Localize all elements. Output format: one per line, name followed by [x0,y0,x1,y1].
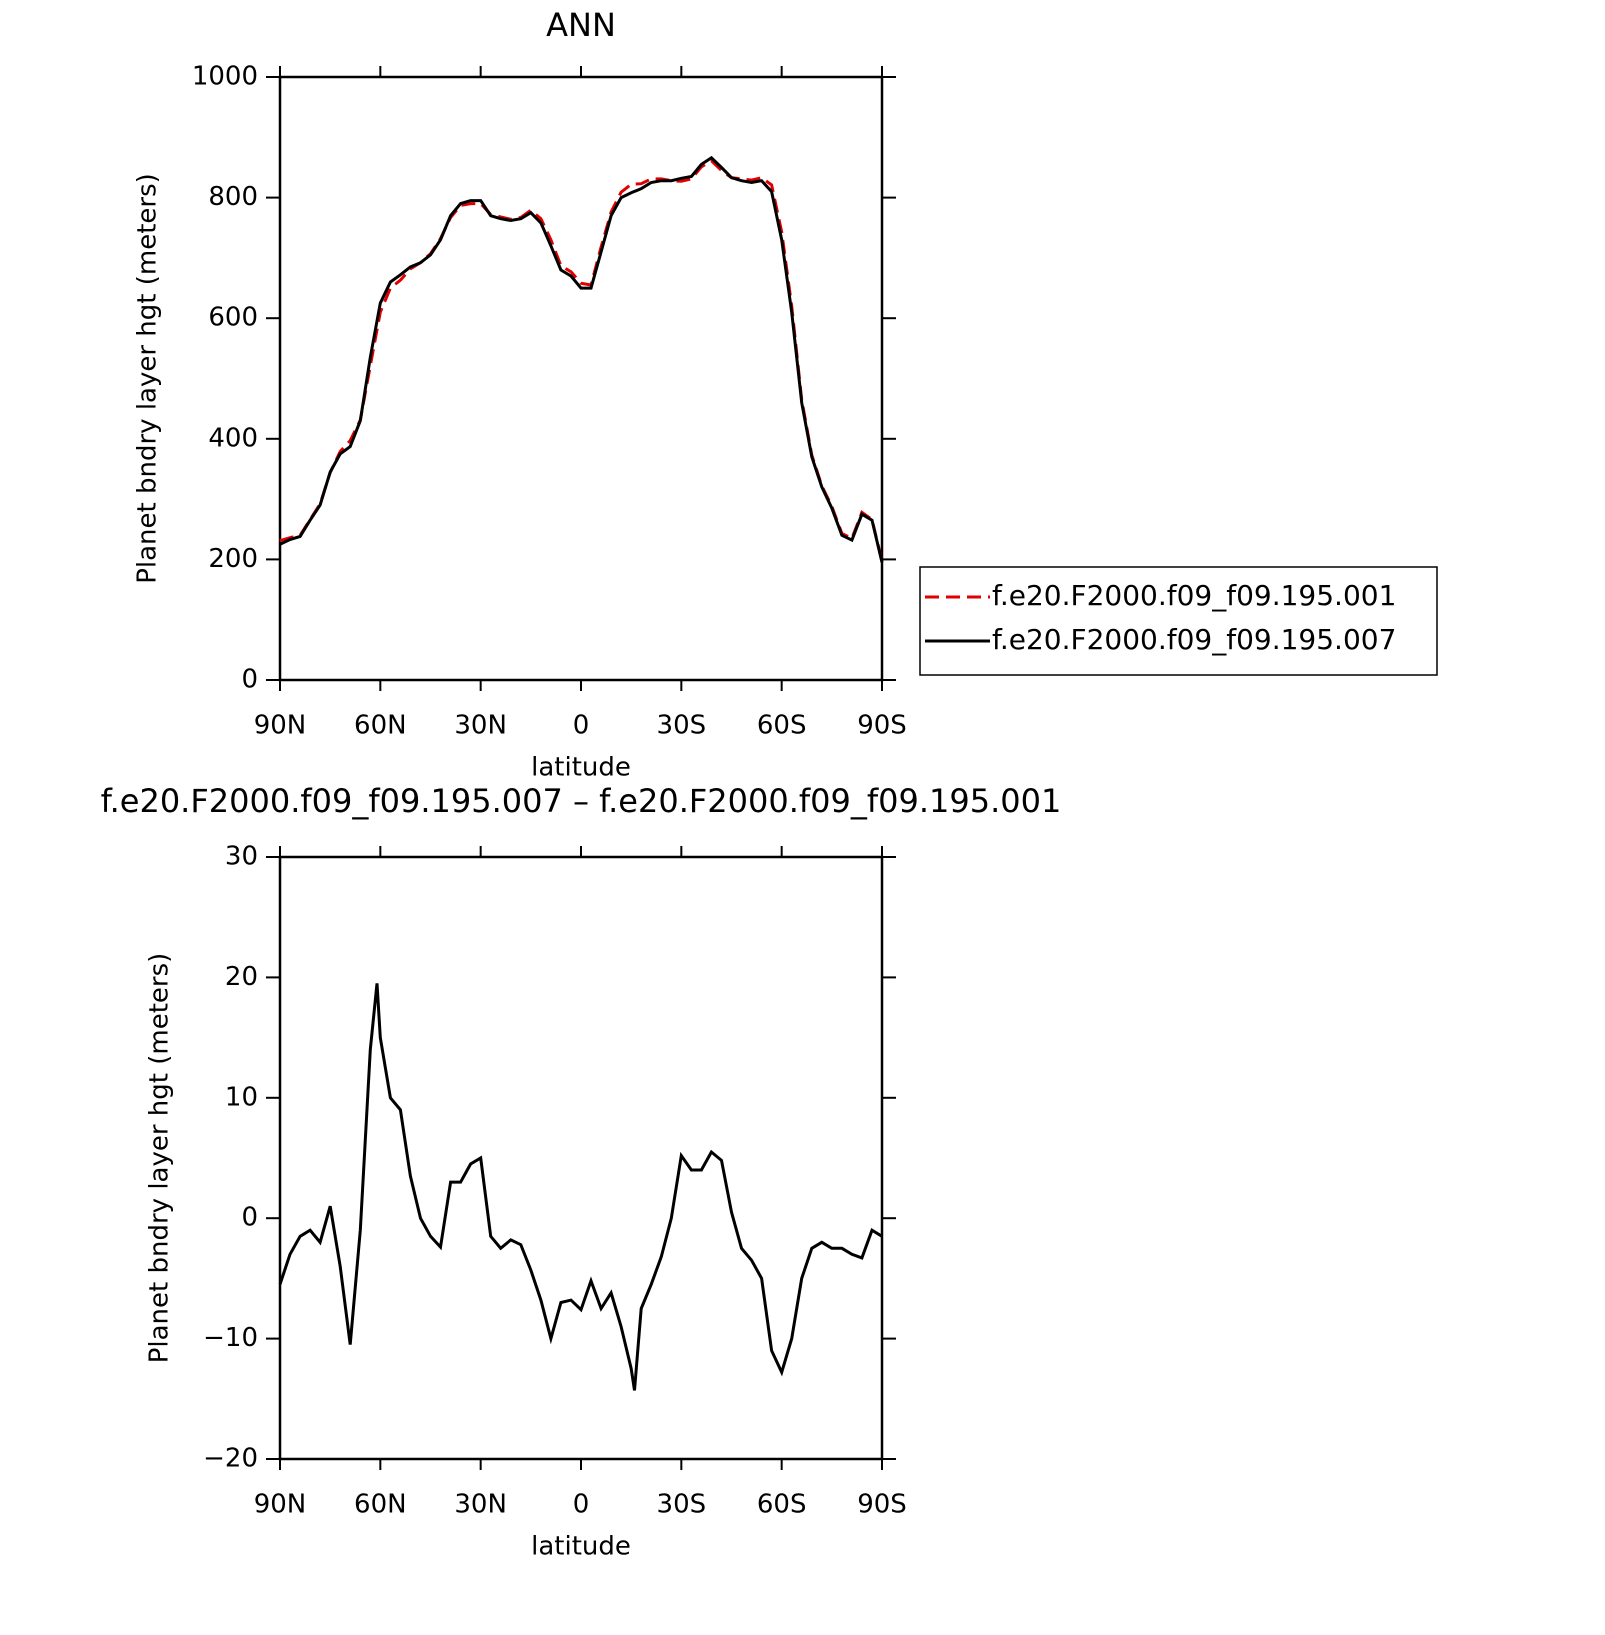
x-tick-label: 30S [657,1490,707,1520]
x-tick-label: 60S [757,711,807,741]
y-axis-label: Planet bndry layer hgt (meters) [145,953,175,1364]
y-tick-label: 20 [225,962,258,992]
x-tick-label: 30N [454,1490,507,1520]
y-tick-label: 400 [208,423,258,453]
y-tick-label: 0 [241,665,258,695]
y-tick-label: 0 [241,1203,258,1233]
x-tick-label: 30S [657,711,707,741]
chart-title: ANN [546,6,616,44]
y-axis-label: Planet bndry layer hgt (meters) [133,173,163,584]
y-tick-label: 1000 [192,62,258,92]
x-tick-label: 90S [857,711,907,741]
y-tick-label: −10 [203,1323,258,1353]
chart-title: f.e20.F2000.f09_f09.195.007 – f.e20.F200… [101,782,1062,820]
x-axis-label: latitude [531,753,631,783]
plot-frame [278,75,884,682]
plot-frame [278,855,884,1461]
x-tick-label: 30N [454,711,507,741]
legend-box [919,566,1438,676]
x-tick-label: 90S [857,1490,907,1520]
data-line [279,155,884,563]
y-tick-label: 800 [208,182,258,212]
data-line [279,158,884,562]
legend-label: f.e20.F2000.f09_f09.195.001 [992,579,1396,612]
data-line [278,983,883,1391]
x-tick-label: 60N [354,1490,407,1520]
y-tick-label: 600 [208,303,258,333]
y-tick-label: −20 [203,1444,258,1474]
x-tick-label: 90N [254,711,307,741]
y-tick-label: 200 [208,544,258,574]
x-tick-label: 60S [757,1490,807,1520]
x-axis-label: latitude [531,1532,631,1562]
y-tick-label: 10 [225,1082,258,1112]
x-tick-label: 90N [254,1490,307,1520]
x-tick-label: 60N [354,711,407,741]
x-tick-label: 0 [573,1490,590,1520]
y-tick-label: 30 [225,842,258,872]
x-tick-label: 0 [573,711,590,741]
legend-label: f.e20.F2000.f09_f09.195.007 [992,623,1396,656]
